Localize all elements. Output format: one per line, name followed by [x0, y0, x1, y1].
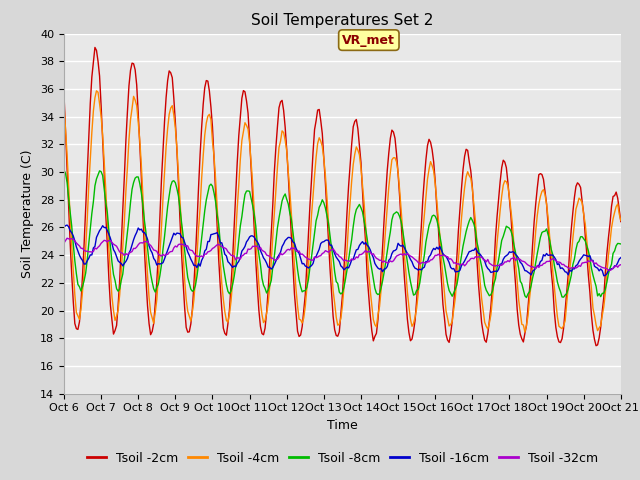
Legend: Tsoil -2cm, Tsoil -4cm, Tsoil -8cm, Tsoil -16cm, Tsoil -32cm: Tsoil -2cm, Tsoil -4cm, Tsoil -8cm, Tsoi… [82, 447, 603, 469]
Text: VR_met: VR_met [342, 34, 396, 47]
X-axis label: Time: Time [327, 419, 358, 432]
Y-axis label: Soil Temperature (C): Soil Temperature (C) [22, 149, 35, 278]
Title: Soil Temperatures Set 2: Soil Temperatures Set 2 [252, 13, 433, 28]
